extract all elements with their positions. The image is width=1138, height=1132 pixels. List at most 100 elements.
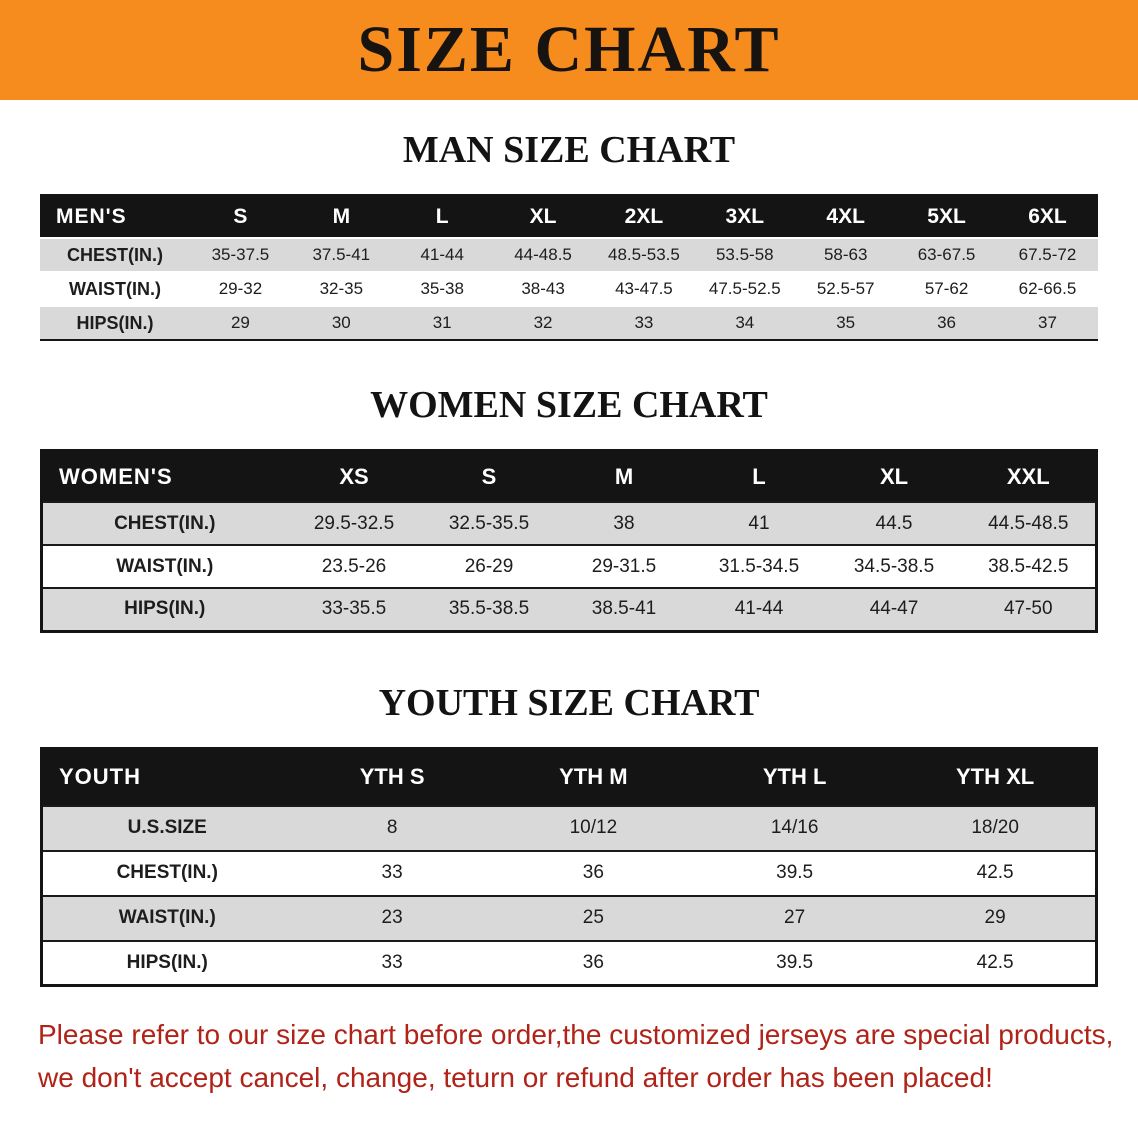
table-row: CHEST(IN.) 29.5-32.5 32.5-35.5 38 41 44.… xyxy=(41,502,1097,545)
size-cell: 26-29 xyxy=(464,555,514,577)
women-table-title: WOMEN'S xyxy=(41,450,287,502)
men-size-table: MEN'S S M L XL 2XL 3XL 4XL 5XL 6XL CHEST… xyxy=(40,194,1098,341)
row-label: WAIST(IN.) xyxy=(118,907,216,928)
size-header-cell: S xyxy=(190,195,291,238)
size-cell: 47-50 xyxy=(1003,598,1053,620)
size-cell: 39.5 xyxy=(776,951,814,973)
men-header-row: MEN'S S M L XL 2XL 3XL 4XL 5XL 6XL xyxy=(40,195,1098,238)
disclaimer: Please refer to our size chart before or… xyxy=(38,1013,1113,1099)
size-header-cell: XXL xyxy=(961,450,1097,502)
table-row: WAIST(IN.) 23.5-26 26-29 29-31.5 31.5-34… xyxy=(41,545,1097,588)
women-size-table: WOMEN'S XS S M L XL XXL CHEST(IN.) 29.5-… xyxy=(40,449,1098,633)
size-cell: 23 xyxy=(381,907,403,928)
size-header-cell: YTH S xyxy=(291,748,493,806)
size-cell: 29-32 xyxy=(218,279,263,298)
size-cell: 34 xyxy=(735,313,755,332)
size-cell: 29.5-32.5 xyxy=(313,512,395,534)
row-label: HIPS(IN.) xyxy=(126,951,208,973)
table-row: WAIST(IN.) 29-32 32-35 35-38 38-43 43-47… xyxy=(40,272,1098,306)
size-cell: 36 xyxy=(937,313,957,332)
size-header-cell: XL xyxy=(492,195,594,238)
size-cell: 18/20 xyxy=(971,817,1019,838)
size-cell: 37.5-41 xyxy=(312,245,371,264)
size-cell: 29-31.5 xyxy=(591,555,657,577)
size-cell: 14/16 xyxy=(770,817,819,838)
men-section-heading: MAN SIZE CHART xyxy=(402,129,736,171)
row-label: CHEST(IN.) xyxy=(114,512,216,534)
size-header-cell: XL xyxy=(826,450,962,502)
women-header-row: WOMEN'S XS S M L XL XXL xyxy=(41,450,1097,502)
table-row: WAIST(IN.) 23 25 27 29 xyxy=(41,895,1097,941)
size-header-cell: 5XL xyxy=(896,195,997,238)
youth-table-title: YOUTH xyxy=(41,748,292,806)
youth-size-table: YOUTH YTH S YTH M YTH L YTH XL U.S.SIZE … xyxy=(40,746,1098,987)
size-cell: 32.5-35.5 xyxy=(448,512,530,534)
row-label: WAIST(IN.) xyxy=(69,278,161,299)
size-cell: 53.5-58 xyxy=(715,245,774,264)
size-header-cell: L xyxy=(391,195,493,238)
size-cell: 8 xyxy=(386,817,398,838)
size-cell: 36 xyxy=(582,951,604,973)
size-header-cell: YTH M xyxy=(492,748,694,806)
size-cell: 31.5-34.5 xyxy=(718,555,800,577)
size-cell: 57-62 xyxy=(924,279,969,298)
size-cell: 30 xyxy=(331,313,351,332)
size-cell: 32 xyxy=(533,313,553,332)
disclaimer-line-2: we don't accept cancel, change, teturn o… xyxy=(38,1062,993,1093)
size-cell: 42.5 xyxy=(976,951,1014,973)
size-header-cell: L xyxy=(691,450,827,502)
row-label: HIPS(IN.) xyxy=(76,312,154,333)
size-cell: 44.5 xyxy=(875,512,913,534)
size-cell: 38 xyxy=(613,512,635,534)
size-cell: 44-48.5 xyxy=(514,245,572,264)
size-cell: 36 xyxy=(582,862,604,883)
table-row: CHEST(IN.) 33 36 39.5 42.5 xyxy=(41,850,1097,896)
size-header-cell: 6XL xyxy=(997,195,1098,238)
row-label: U.S.SIZE xyxy=(127,817,207,838)
youth-section-heading: YOUTH SIZE CHART xyxy=(378,681,760,724)
size-cell: 27 xyxy=(784,907,806,928)
size-cell: 29 xyxy=(984,907,1006,928)
size-cell: 42.5 xyxy=(976,862,1014,883)
row-label: HIPS(IN.) xyxy=(124,598,206,620)
size-cell: 44.5-48.5 xyxy=(988,512,1069,534)
size-header-cell: 2XL xyxy=(593,195,695,238)
size-cell: 29 xyxy=(230,313,250,332)
size-cell: 31 xyxy=(432,313,452,332)
table-row: HIPS(IN.) 33 36 39.5 42.5 xyxy=(41,940,1097,986)
size-cell: 35-37.5 xyxy=(211,245,270,264)
size-header-cell: S xyxy=(421,450,557,502)
size-cell: 35 xyxy=(836,313,856,332)
size-cell: 25 xyxy=(582,907,604,928)
size-cell: 34.5-38.5 xyxy=(853,555,935,577)
size-cell: 38-43 xyxy=(521,279,565,298)
size-cell: 23.5-26 xyxy=(321,555,387,577)
size-cell: 33-35.5 xyxy=(321,598,387,620)
table-row: CHEST(IN.) 35-37.5 37.5-41 41-44 44-48.5… xyxy=(40,238,1098,272)
page-title: SIZE CHART xyxy=(357,13,781,86)
size-cell: 39.5 xyxy=(776,862,814,883)
row-label: WAIST(IN.) xyxy=(116,555,214,577)
size-cell: 63-67.5 xyxy=(917,245,976,264)
size-header-cell: YTH L xyxy=(694,748,896,806)
size-cell: 38.5-42.5 xyxy=(988,555,1069,577)
size-chart-page: SIZE CHART MAN SIZE CHART MEN'S S M L XL… xyxy=(0,0,1138,1099)
size-cell: 44-47 xyxy=(869,598,919,620)
size-cell: 33 xyxy=(381,862,403,883)
size-cell: 37 xyxy=(1038,313,1057,332)
size-cell: 33 xyxy=(381,951,403,973)
women-size-section: WOMEN SIZE CHART WOMEN'S XS S M L XL XXL… xyxy=(0,383,1138,633)
size-cell: 58-63 xyxy=(823,245,868,264)
size-cell: 35.5-38.5 xyxy=(448,598,530,620)
size-header-cell: 3XL xyxy=(694,195,796,238)
size-cell: 41-44 xyxy=(734,598,784,620)
size-cell: 10/12 xyxy=(569,817,618,838)
size-cell: 62-66.5 xyxy=(1018,279,1077,298)
men-size-section: MAN SIZE CHART MEN'S S M L XL 2XL 3XL 4X… xyxy=(0,128,1138,341)
size-cell: 38.5-41 xyxy=(591,598,657,620)
size-cell: 43-47.5 xyxy=(615,279,673,298)
youth-header-row: YOUTH YTH S YTH M YTH L YTH XL xyxy=(41,748,1097,806)
size-header-cell: 4XL xyxy=(795,195,897,238)
size-cell: 67.5-72 xyxy=(1018,245,1077,264)
banner: SIZE CHART xyxy=(0,0,1138,100)
